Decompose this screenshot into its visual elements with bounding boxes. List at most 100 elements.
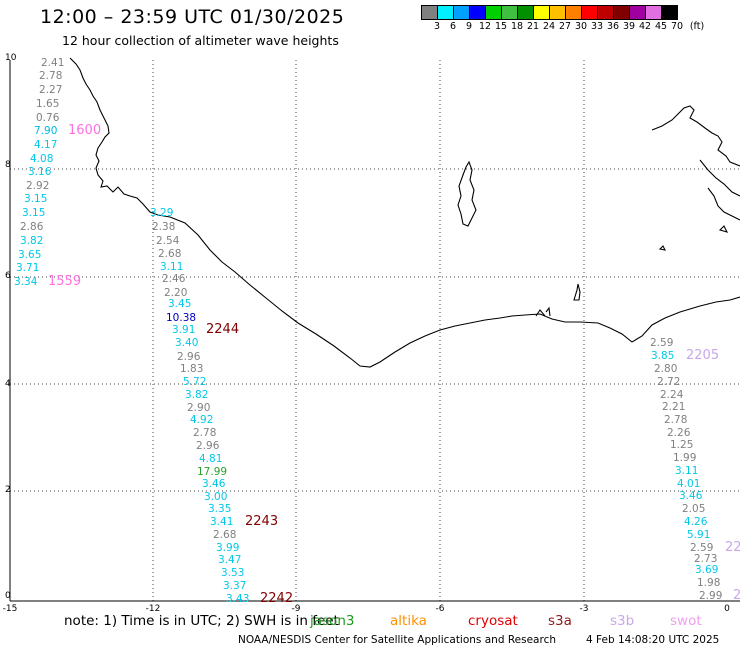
page-title: 12:00 – 23:59 UTC 01/30/2025 [40,6,345,28]
island-santiago [457,160,477,227]
color-scale-label: 27 [558,21,572,32]
wave-height-value: 0.76 [36,112,60,124]
x-tick-label: -3 [580,604,589,614]
wave-height-value: 4.81 [199,453,222,465]
wave-height-value: 17.99 [197,466,227,478]
wave-height-value: 3.16 [28,166,52,178]
color-scale-label: 30 [574,21,588,32]
wave-height-value: 3.43 [226,593,249,605]
color-scale-label: 24 [542,21,556,32]
wave-height-value: 3.82 [20,235,43,247]
timestamp-text: 4 Feb 14:08:20 UTC 2025 [586,634,720,646]
wave-height-value: 2.68 [213,529,236,541]
coastline-africa-inlet [535,306,551,317]
map-frame [9,60,740,602]
legend-s3a: s3a [548,613,572,629]
color-scale-label: 3 [433,21,441,32]
color-scale-labels: 3 6 9 12 15 18 21 24 27 30 33 36 39 42 45 70 (ft) [421,21,740,33]
color-scale-label: 33 [590,21,604,32]
wave-height-value: 2.78 [193,427,216,439]
wave-height-value: 3.00 [204,491,227,503]
y-tick-label: 0 [5,591,11,601]
y-tick-label: 2 [5,485,11,495]
track-time-label: 2243 [245,514,278,529]
wave-height-value: 2.80 [654,363,677,375]
note-text: note: 1) Time is in UTC; 2) SWH is in fe… [64,613,339,629]
track-time-label: 2 [733,588,740,603]
wave-height-value: 3.46 [679,490,703,502]
x-tick-label: -12 [146,604,161,614]
x-tick-label: -9 [292,604,301,614]
wave-height-value: 2.73 [694,553,717,565]
color-scale-label: 42 [638,21,652,32]
wave-height-value: 1.98 [697,577,720,589]
map-grid [10,60,740,601]
wave-height-value: 2.20 [164,287,187,299]
wave-height-value: 3.46 [202,478,226,490]
track-time-label: 1559 [48,274,81,289]
wave-height-value: 4.26 [684,516,708,528]
color-scale-label: 6 [449,21,457,32]
wave-height-value: 3.65 [18,249,41,261]
wave-height-value: 3.85 [651,350,674,362]
y-tick-label: 4 [5,379,11,389]
wave-height-value: 2.99 [699,590,722,602]
y-tick-label: 6 [5,271,11,281]
wave-height-value: 2.96 [177,351,201,363]
y-tick-label: 10 [5,53,17,63]
track-time-label: 2205 [686,348,719,363]
wave-height-value: 3.11 [160,261,183,273]
x-tick-label: -6 [436,604,445,614]
wave-height-value: 2.78 [39,70,62,82]
color-scale-label: 45 [654,21,668,32]
island-small-1 [658,245,666,251]
page-subtitle: 12 hour collection of altimeter wave hei… [62,33,339,48]
wave-height-value: 3.71 [16,262,39,274]
wave-height-value: 4.92 [190,414,213,426]
wave-height-value: 1.65 [36,98,59,110]
wave-height-value: 3.15 [24,193,47,205]
wave-height-value: 2.72 [657,376,680,388]
color-scale-label: 18 [510,21,524,32]
color-scale-bar [421,5,678,20]
wave-height-value: 2.68 [158,248,181,260]
color-scale-unit: (ft) [689,21,705,32]
wave-height-value: 1.83 [180,363,203,375]
wave-height-value: 3.69 [695,564,718,576]
legend-altika: altika [390,613,427,629]
wave-height-value: 3.11 [675,465,698,477]
legend-cryosat: cryosat [468,613,518,629]
wave-height-value: 3.99 [216,542,239,554]
track-time-label: 2244 [206,322,239,337]
credit-text: NOAA/NESDIS Center for Satellite Applica… [238,634,556,646]
wave-height-value: 3.34 [14,276,38,288]
wave-height-value: 2.86 [20,221,44,233]
wave-height-value: 2.26 [667,427,691,439]
track-time-label: 1600 [68,123,101,138]
legend-swot: swot [670,613,702,629]
wave-height-value: 2.92 [26,180,49,192]
wave-height-value: 4.17 [34,139,57,151]
wave-height-value: 2.41 [41,57,64,69]
wave-height-value: 2.54 [156,235,180,247]
legend-jason3: jason3 [310,613,355,629]
wave-height-value: 3.40 [175,337,198,349]
wave-height-value: 3.91 [172,324,195,336]
wave-height-value: 3.35 [208,503,231,515]
wave-height-value: 3.82 [185,389,208,401]
coastline-africa [69,57,740,368]
wave-height-value: 2.96 [196,440,220,452]
color-scale-label: 70 [670,21,684,32]
wave-height-value: 1.25 [670,439,693,451]
coastline [69,57,740,368]
altimeter-tracks: 2.412.782.271.650.767.904.174.083.162.92… [14,57,740,606]
color-scale-label: 36 [606,21,620,32]
wave-height-value: 3.29 [150,207,173,219]
wave-height-value: 7.90 [34,125,57,137]
wave-height-value: 4.08 [30,153,53,165]
wave-height-value: 2.59 [690,542,713,554]
wave-height-value: 2.27 [39,84,62,96]
wave-height-value: 1.99 [673,452,696,464]
island-small-2 [718,225,729,233]
